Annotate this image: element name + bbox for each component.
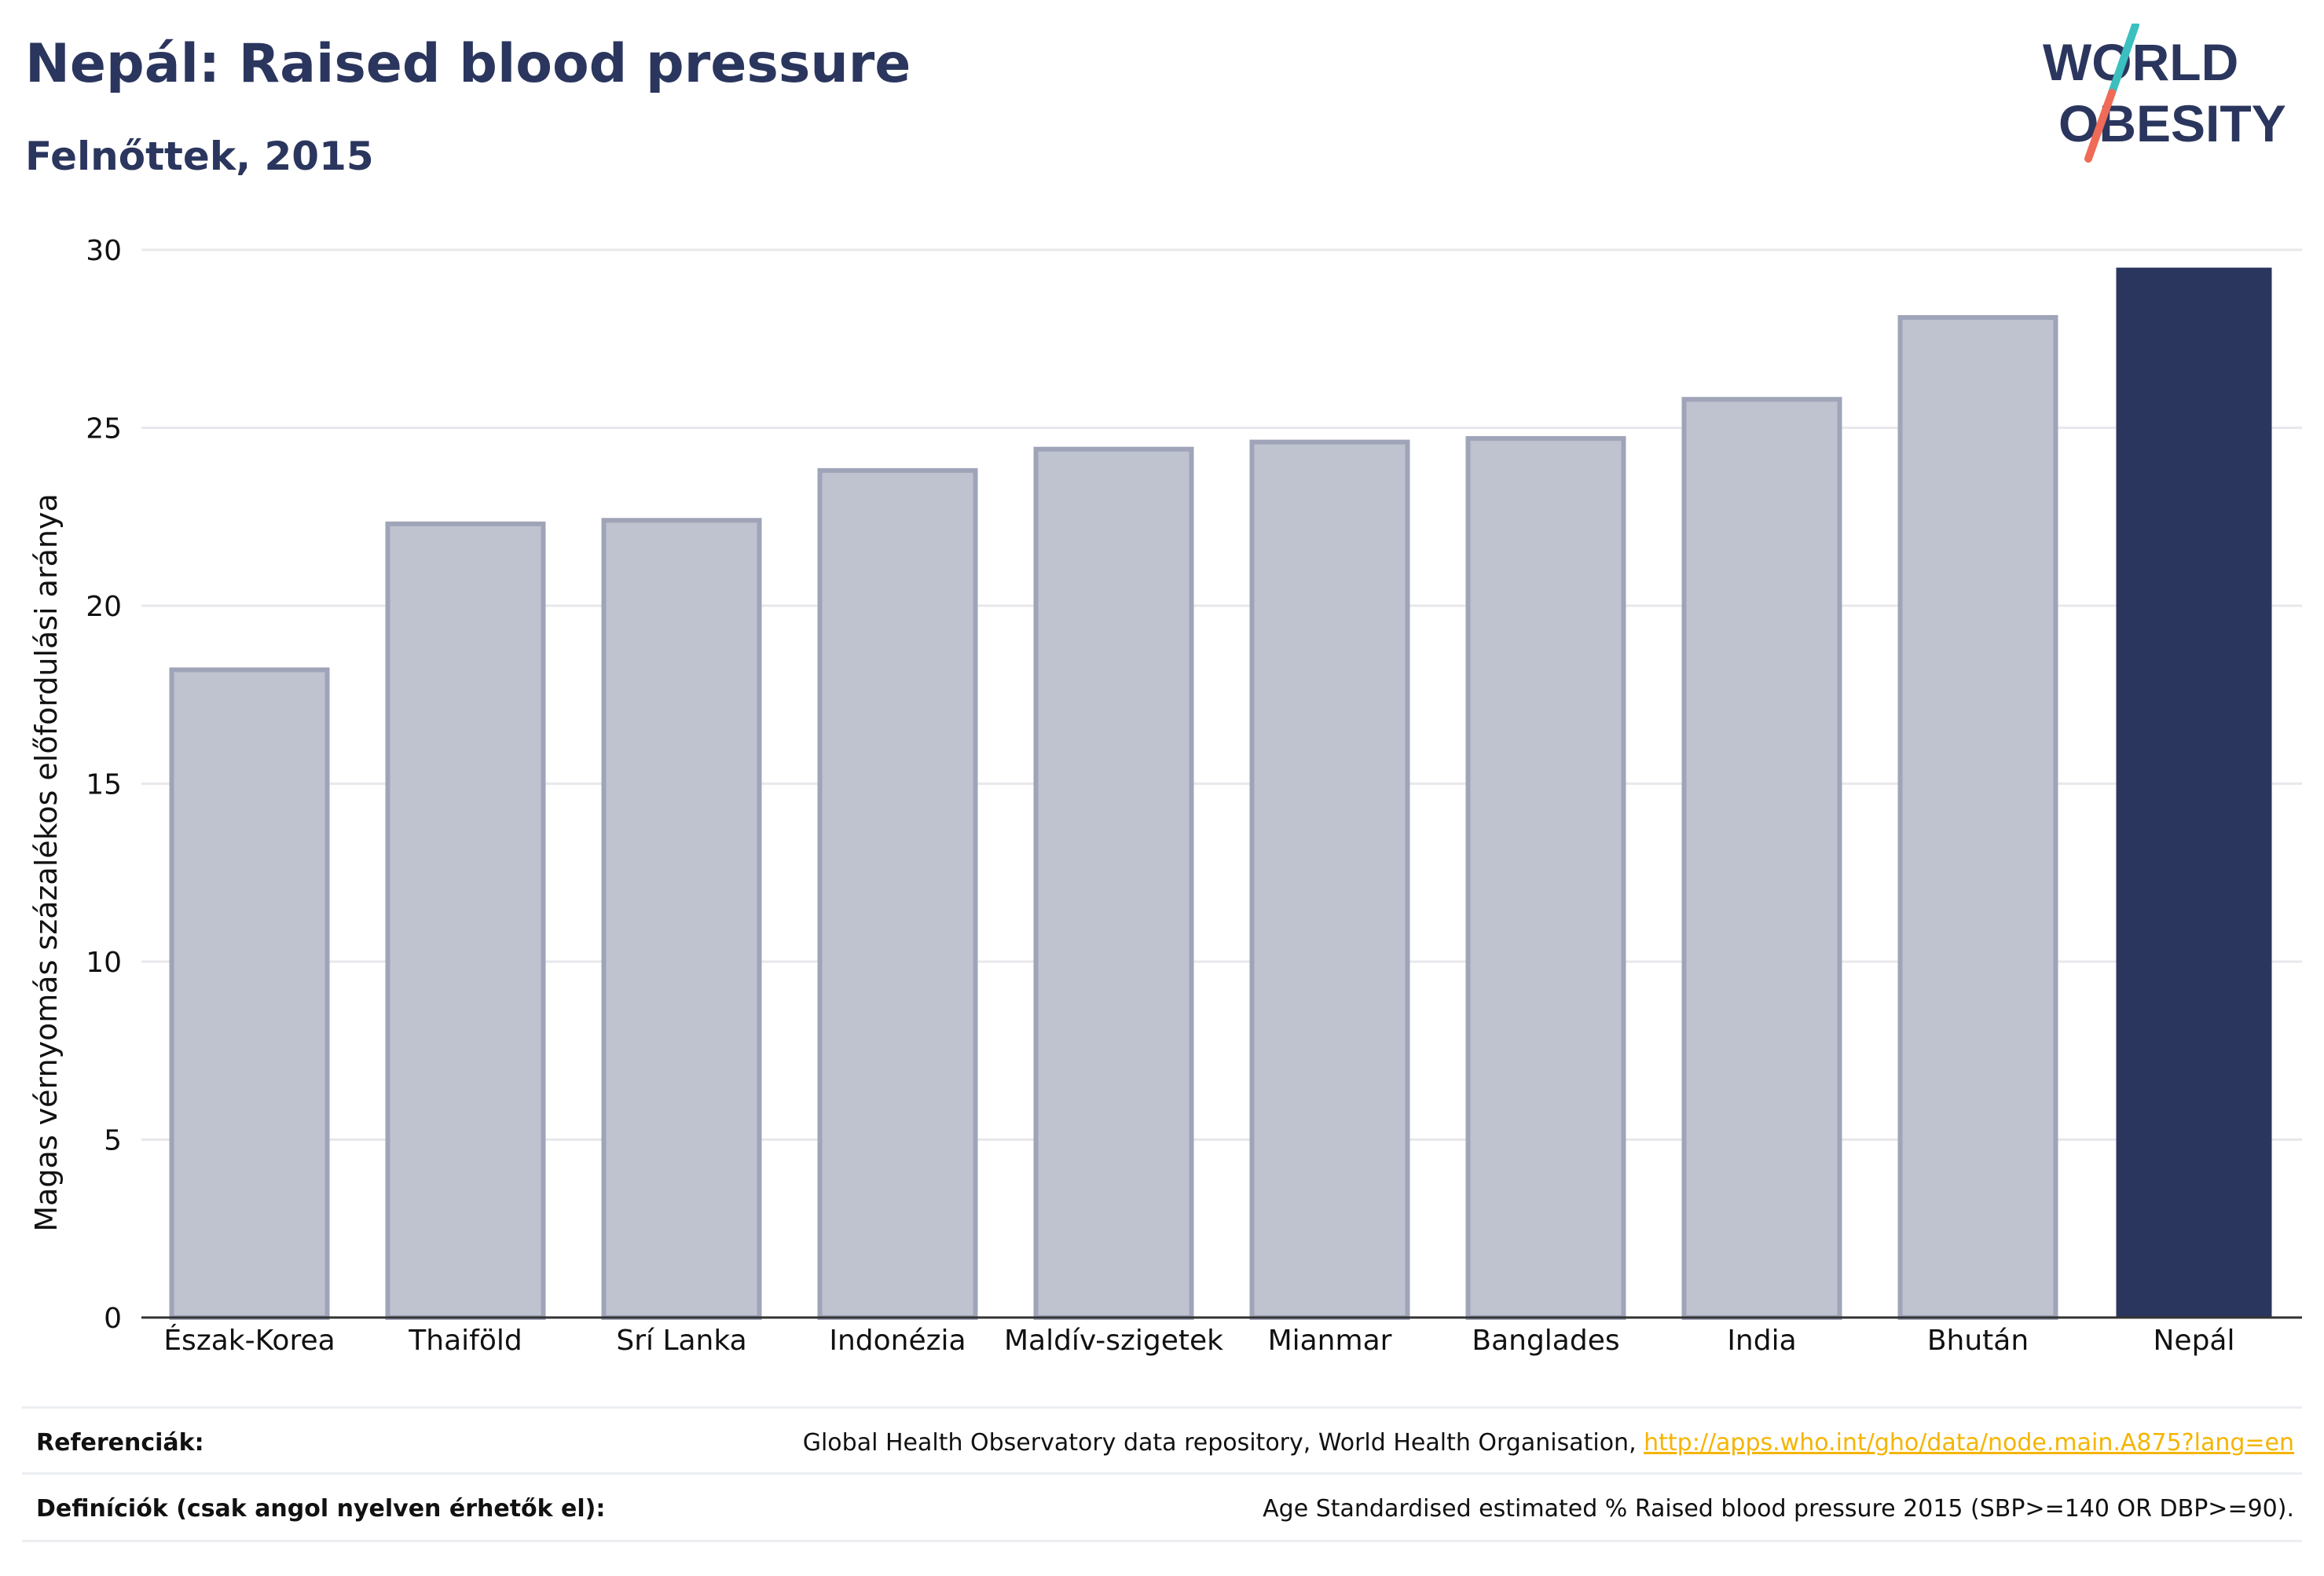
references-label: Referenciák: bbox=[36, 1429, 204, 1457]
page-subtitle: Felnőttek, 2015 bbox=[25, 134, 374, 179]
y-tick-label: 10 bbox=[86, 947, 122, 979]
bar-highlight bbox=[2116, 267, 2272, 1318]
page-title: Nepál: Raised blood pressure bbox=[25, 33, 911, 95]
y-tick-label: 20 bbox=[86, 591, 122, 623]
y-tick-label: 30 bbox=[86, 235, 122, 267]
x-tick-label: Banglades bbox=[1472, 1325, 1619, 1357]
x-tick-label: Maldív-szigetek bbox=[1004, 1325, 1223, 1357]
references-link[interactable]: http://apps.who.int/gho/data/node.main.A… bbox=[1644, 1429, 2294, 1457]
bar-other bbox=[1897, 315, 2058, 1321]
y-axis-label: Magas vérnyomás százalékos előfordulási … bbox=[29, 493, 64, 1231]
x-tick-label: Észak-Korea bbox=[163, 1324, 335, 1357]
x-tick-label: Mianmar bbox=[1268, 1325, 1392, 1357]
definitions-label: Definíciók (csak angol nyelven érhetők e… bbox=[36, 1495, 606, 1523]
definitions-row: Definíciók (csak angol nyelven érhetők e… bbox=[22, 1472, 2302, 1539]
y-tick-label: 15 bbox=[86, 769, 122, 801]
x-tick-label: Indonézia bbox=[829, 1325, 966, 1357]
logo-line-1: WORLD bbox=[2043, 33, 2238, 91]
y-tick-label: 25 bbox=[86, 413, 122, 445]
bar-chart: 0 5 10 15 20 25 30 Észak-Korea Thaiföld Srí Lanka… bbox=[29, 235, 2302, 1357]
bar-other bbox=[385, 521, 546, 1320]
bar-layer bbox=[169, 267, 2272, 1321]
bar-other bbox=[601, 518, 762, 1320]
bar-other bbox=[1033, 446, 1194, 1320]
x-tick-label: India bbox=[1727, 1325, 1796, 1357]
logo-slash-bottom bbox=[2084, 89, 2116, 163]
references-value: Global Health Observatory data repositor… bbox=[803, 1429, 2294, 1457]
y-tick-label: 0 bbox=[104, 1303, 122, 1335]
x-tick-label: Nepál bbox=[2154, 1325, 2235, 1357]
bar-other bbox=[1249, 439, 1410, 1320]
bar-other bbox=[1681, 397, 1842, 1320]
x-tick-label: Srí Lanka bbox=[616, 1325, 746, 1357]
world-obesity-logo: WORLD OBESITY bbox=[2043, 24, 2286, 163]
bar-other bbox=[817, 467, 978, 1320]
axis-layer: 0 5 10 15 20 25 30 Észak-Korea Thaiföld Srí Lanka… bbox=[86, 235, 2302, 1357]
bar-other bbox=[1465, 436, 1626, 1321]
footer-divider bbox=[22, 1540, 2302, 1542]
bar-other bbox=[169, 667, 330, 1320]
x-tick-label: Thaiföld bbox=[408, 1325, 522, 1357]
references-text: Global Health Observatory data repositor… bbox=[802, 1429, 1644, 1457]
definitions-text: Age Standardised estimated % Raised bloo… bbox=[1263, 1495, 2294, 1523]
x-tick-label: Bhután bbox=[1927, 1325, 2029, 1357]
references-row: Referenciák: Global Health Observatory d… bbox=[22, 1406, 2302, 1473]
logo-slash-top bbox=[2108, 24, 2139, 97]
y-tick-label: 5 bbox=[104, 1125, 122, 1157]
